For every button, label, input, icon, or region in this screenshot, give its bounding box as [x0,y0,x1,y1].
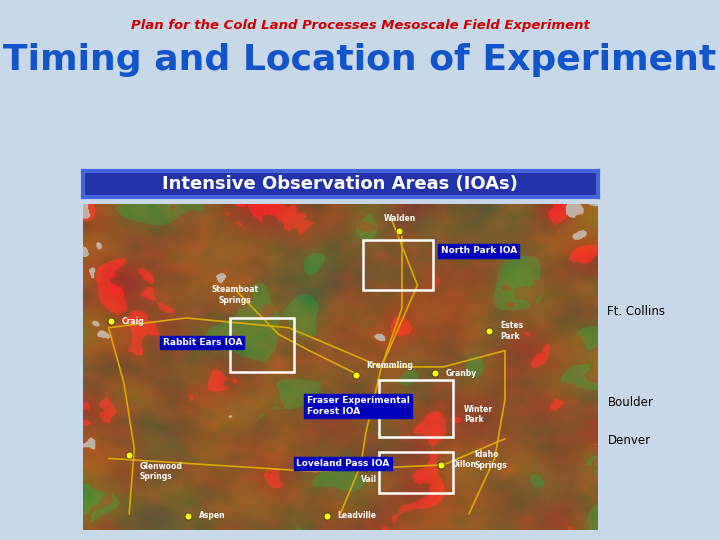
Text: Winter
Park: Winter Park [464,404,493,424]
Text: Aspen: Aspen [199,511,225,520]
Text: Granby: Granby [446,369,477,378]
Bar [379,380,454,437]
Text: North Park IOA: North Park IOA [441,246,517,255]
Text: Kremmling: Kremmling [366,361,413,370]
Text: Leadville: Leadville [338,511,377,520]
Text: Intensive Observation Areas (IOAs): Intensive Observation Areas (IOAs) [162,175,518,193]
Text: Vail: Vail [361,475,377,484]
Text: Loveland Pass IOA: Loveland Pass IOA [297,459,390,468]
Text: Idaho
Springs: Idaho Springs [474,450,507,470]
Text: Boulder: Boulder [608,396,653,409]
Text: Steamboat
Springs: Steamboat Springs [211,285,258,305]
Text: Walden: Walden [383,214,415,223]
Bar [230,318,294,372]
Text: Timing and Location of Experiment: Timing and Location of Experiment [4,43,716,77]
Text: Craig: Craig [122,316,144,326]
Bar [364,240,433,290]
Text: Rabbit Ears IOA: Rabbit Ears IOA [163,338,242,347]
Bar [379,452,454,492]
Text: Ft. Collins: Ft. Collins [608,305,665,318]
Text: Plan for the Cold Land Processes Mesoscale Field Experiment: Plan for the Cold Land Processes Mesosca… [130,19,590,32]
Text: Fraser Experimental
Forest IOA: Fraser Experimental Forest IOA [307,396,410,416]
Text: Denver: Denver [608,434,650,447]
Text: Glenwood
Springs: Glenwood Springs [140,462,182,481]
Text: Dillon: Dillon [451,461,476,469]
Text: Estes
Park: Estes Park [500,321,523,341]
